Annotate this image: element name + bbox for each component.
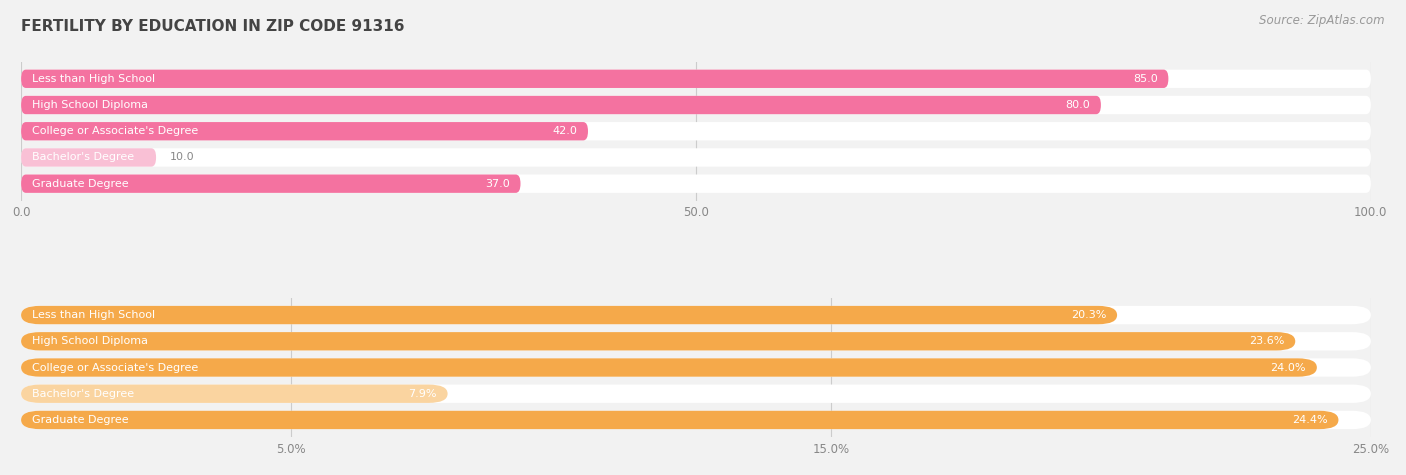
- Text: Less than High School: Less than High School: [32, 74, 155, 84]
- FancyBboxPatch shape: [21, 358, 1317, 377]
- FancyBboxPatch shape: [21, 148, 1371, 167]
- Text: Graduate Degree: Graduate Degree: [32, 415, 128, 425]
- Text: Graduate Degree: Graduate Degree: [32, 179, 128, 189]
- Text: 10.0: 10.0: [170, 152, 194, 162]
- Text: FERTILITY BY EDUCATION IN ZIP CODE 91316: FERTILITY BY EDUCATION IN ZIP CODE 91316: [21, 19, 405, 34]
- FancyBboxPatch shape: [21, 332, 1371, 351]
- FancyBboxPatch shape: [21, 306, 1118, 324]
- Text: 7.9%: 7.9%: [408, 389, 437, 399]
- FancyBboxPatch shape: [21, 174, 520, 193]
- Text: High School Diploma: High School Diploma: [32, 336, 148, 346]
- Text: College or Associate's Degree: College or Associate's Degree: [32, 126, 198, 136]
- Text: 42.0: 42.0: [553, 126, 578, 136]
- Text: 24.4%: 24.4%: [1292, 415, 1327, 425]
- Text: High School Diploma: High School Diploma: [32, 100, 148, 110]
- FancyBboxPatch shape: [21, 385, 1371, 403]
- FancyBboxPatch shape: [21, 174, 1371, 193]
- Text: Source: ZipAtlas.com: Source: ZipAtlas.com: [1260, 14, 1385, 27]
- Text: 85.0: 85.0: [1133, 74, 1157, 84]
- FancyBboxPatch shape: [21, 411, 1371, 429]
- Text: 20.3%: 20.3%: [1071, 310, 1107, 320]
- FancyBboxPatch shape: [21, 411, 1339, 429]
- FancyBboxPatch shape: [21, 96, 1371, 114]
- FancyBboxPatch shape: [21, 122, 588, 141]
- FancyBboxPatch shape: [21, 148, 156, 167]
- FancyBboxPatch shape: [21, 306, 1371, 324]
- FancyBboxPatch shape: [21, 385, 447, 403]
- Text: College or Associate's Degree: College or Associate's Degree: [32, 362, 198, 372]
- FancyBboxPatch shape: [21, 122, 1371, 141]
- Text: Bachelor's Degree: Bachelor's Degree: [32, 389, 134, 399]
- Text: 37.0: 37.0: [485, 179, 510, 189]
- FancyBboxPatch shape: [21, 96, 1101, 114]
- Text: Less than High School: Less than High School: [32, 310, 155, 320]
- FancyBboxPatch shape: [21, 70, 1168, 88]
- FancyBboxPatch shape: [21, 358, 1371, 377]
- Text: 23.6%: 23.6%: [1249, 336, 1285, 346]
- Text: 24.0%: 24.0%: [1271, 362, 1306, 372]
- FancyBboxPatch shape: [21, 332, 1295, 351]
- FancyBboxPatch shape: [21, 70, 1371, 88]
- Text: 80.0: 80.0: [1066, 100, 1090, 110]
- Text: Bachelor's Degree: Bachelor's Degree: [32, 152, 134, 162]
